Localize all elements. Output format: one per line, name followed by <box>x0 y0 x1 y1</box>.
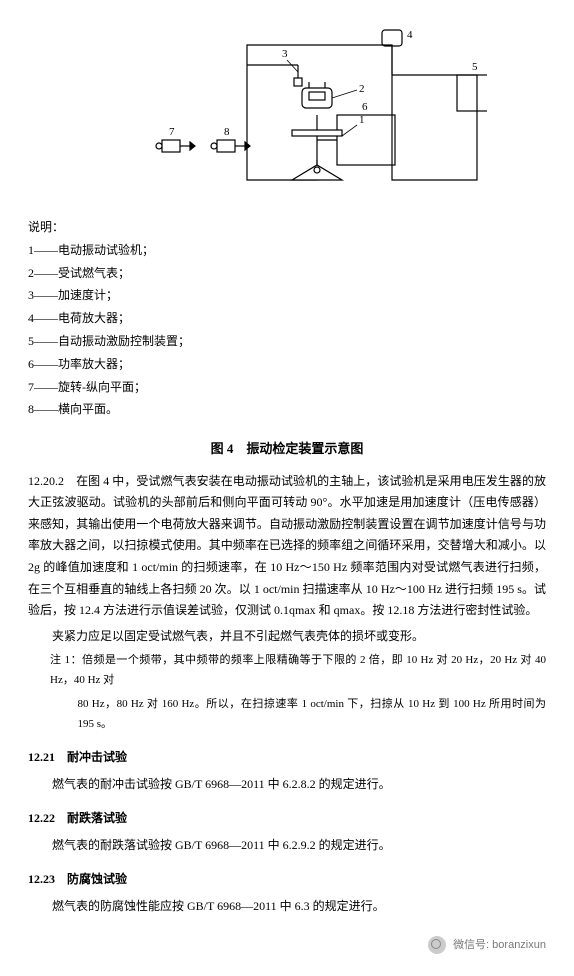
legend-item-8: 8——横向平面。 <box>28 398 546 421</box>
label-8: 8 <box>224 126 230 138</box>
legend-item-1: 1——电动振动试验机； <box>28 239 546 262</box>
wechat-icon <box>428 936 446 954</box>
heading-12-22: 12.22 耐跌落试验 <box>28 808 546 830</box>
paragraph-clamp: 夹紧力应足以固定受试燃气表，并且不引起燃气表壳体的损坏或变形。 <box>28 626 546 648</box>
legend-block: 说明： 1——电动振动试验机； 2——受试燃气表； 3——加速度计； 4——电荷… <box>28 216 546 421</box>
note-1-line2: 80 Hz，80 Hz 对 160 Hz。所以，在扫掠速率 1 oct/min … <box>28 695 546 735</box>
label-1: 1 <box>359 114 365 126</box>
label-3: 3 <box>282 48 288 60</box>
legend-item-4: 4——电荷放大器； <box>28 307 546 330</box>
label-6: 6 <box>362 101 368 113</box>
label-7: 7 <box>169 126 175 138</box>
diagram-svg: 1 2 3 4 5 6 7 8 <box>87 20 487 200</box>
heading-12-21: 12.21 耐冲击试验 <box>28 747 546 769</box>
legend-item-2: 2——受试燃气表； <box>28 262 546 285</box>
label-5: 5 <box>472 61 478 73</box>
text-12-23: 燃气表的防腐蚀性能应按 GB/T 6968—2011 中 6.3 的规定进行。 <box>28 896 546 918</box>
label-2: 2 <box>359 83 365 95</box>
legend-item-3: 3——加速度计； <box>28 284 546 307</box>
legend-item-5: 5——自动振动激励控制装置； <box>28 330 546 353</box>
paragraph-12-20-2: 12.20.2 在图 4 中，受试燃气表安装在电动振动试验机的主轴上，该试验机是… <box>28 471 546 622</box>
footer-text: 微信号: boranzixun <box>453 939 546 951</box>
footer: 微信号: boranzixun <box>28 936 546 956</box>
label-4: 4 <box>407 29 413 41</box>
text-12-22: 燃气表的耐跌落试验按 GB/T 6968—2011 中 6.2.9.2 的规定进… <box>28 835 546 857</box>
legend-intro: 说明： <box>28 216 546 239</box>
figure-caption: 图 4 振动检定装置示意图 <box>28 437 546 460</box>
legend-item-6: 6——功率放大器； <box>28 353 546 376</box>
figure-4: 1 2 3 4 5 6 7 8 <box>28 20 546 200</box>
legend-item-7: 7——旋转-纵向平面； <box>28 376 546 399</box>
heading-12-23: 12.23 防腐蚀试验 <box>28 869 546 891</box>
text-12-21: 燃气表的耐冲击试验按 GB/T 6968—2011 中 6.2.8.2 的规定进… <box>28 774 546 796</box>
note-1-line1: 注 1：倍频是一个频带，其中频带的频率上限精确等于下限的 2 倍，即 10 Hz… <box>28 651 546 691</box>
